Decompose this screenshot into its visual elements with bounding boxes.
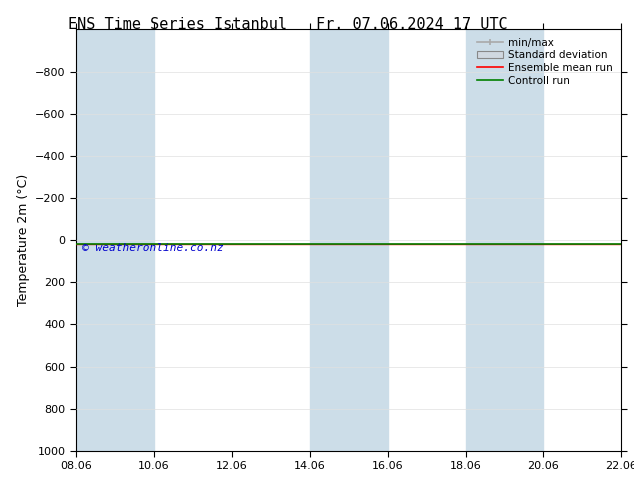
Bar [465, 29, 543, 451]
Text: ENS Time Series Istanbul: ENS Time Series Istanbul [68, 17, 287, 32]
Bar [76, 29, 154, 451]
Text: Fr. 07.06.2024 17 UTC: Fr. 07.06.2024 17 UTC [316, 17, 508, 32]
Text: © weatheronline.co.nz: © weatheronline.co.nz [82, 244, 223, 253]
Legend: min/max, Standard deviation, Ensemble mean run, Controll run: min/max, Standard deviation, Ensemble me… [474, 35, 616, 89]
Bar [310, 29, 387, 451]
Y-axis label: Temperature 2m (°C): Temperature 2m (°C) [16, 174, 30, 306]
